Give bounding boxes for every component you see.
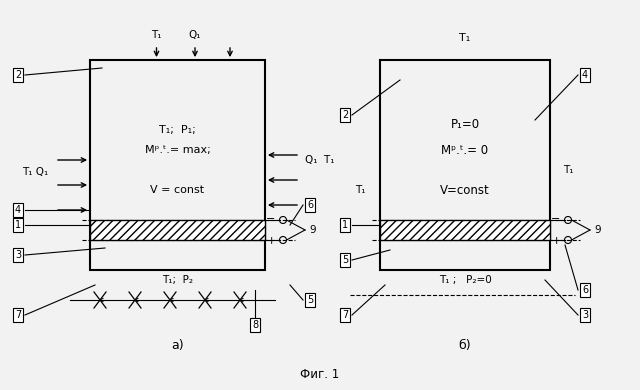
- Text: T₁;  P₁;: T₁; P₁;: [159, 125, 196, 135]
- Text: V = const: V = const: [150, 185, 205, 195]
- Bar: [90, 60, 265, 270]
- Text: T₁: T₁: [563, 165, 573, 175]
- Text: T₁ Q₁: T₁ Q₁: [22, 167, 48, 177]
- Text: 4: 4: [582, 70, 588, 80]
- Text: T₁: T₁: [355, 185, 365, 195]
- Text: Mᵖ.ᵗ.= 0: Mᵖ.ᵗ.= 0: [442, 144, 488, 156]
- Text: +: +: [551, 236, 561, 246]
- Text: 7: 7: [15, 310, 21, 320]
- Text: а): а): [171, 339, 184, 351]
- Text: 2: 2: [342, 110, 348, 120]
- Text: −: −: [266, 214, 276, 224]
- Text: 6: 6: [582, 285, 588, 295]
- Text: 1: 1: [342, 220, 348, 230]
- Text: Mᵖ.ᵗ.= max;: Mᵖ.ᵗ.= max;: [145, 145, 211, 155]
- Text: 3: 3: [582, 310, 588, 320]
- Text: 5: 5: [342, 255, 348, 265]
- Text: T₁;  P₂: T₁; P₂: [162, 275, 193, 285]
- Text: 2: 2: [15, 70, 21, 80]
- Text: 1: 1: [15, 220, 21, 230]
- Bar: [380, 220, 550, 240]
- Text: 8: 8: [252, 320, 258, 330]
- Bar: [90, 220, 265, 240]
- Text: б): б): [459, 339, 471, 351]
- Text: T₁: T₁: [151, 30, 162, 40]
- Text: 6: 6: [307, 200, 313, 210]
- Text: 9: 9: [594, 225, 600, 235]
- Text: Фиг. 1: Фиг. 1: [300, 369, 340, 381]
- Text: 3: 3: [15, 250, 21, 260]
- Text: 9: 9: [309, 225, 316, 235]
- Text: T₁: T₁: [460, 33, 470, 43]
- Text: +: +: [266, 236, 276, 246]
- Text: 7: 7: [342, 310, 348, 320]
- Text: 5: 5: [307, 295, 313, 305]
- Text: T₁ ;   P₂=0: T₁ ; P₂=0: [438, 275, 492, 285]
- Text: Q₁: Q₁: [189, 30, 201, 40]
- Text: −: −: [551, 214, 561, 224]
- Text: Q₁  T₁: Q₁ T₁: [305, 155, 335, 165]
- Text: P₁=0: P₁=0: [451, 119, 479, 131]
- Text: 4: 4: [15, 205, 21, 215]
- Bar: [380, 60, 550, 270]
- Text: V=const: V=const: [440, 184, 490, 197]
